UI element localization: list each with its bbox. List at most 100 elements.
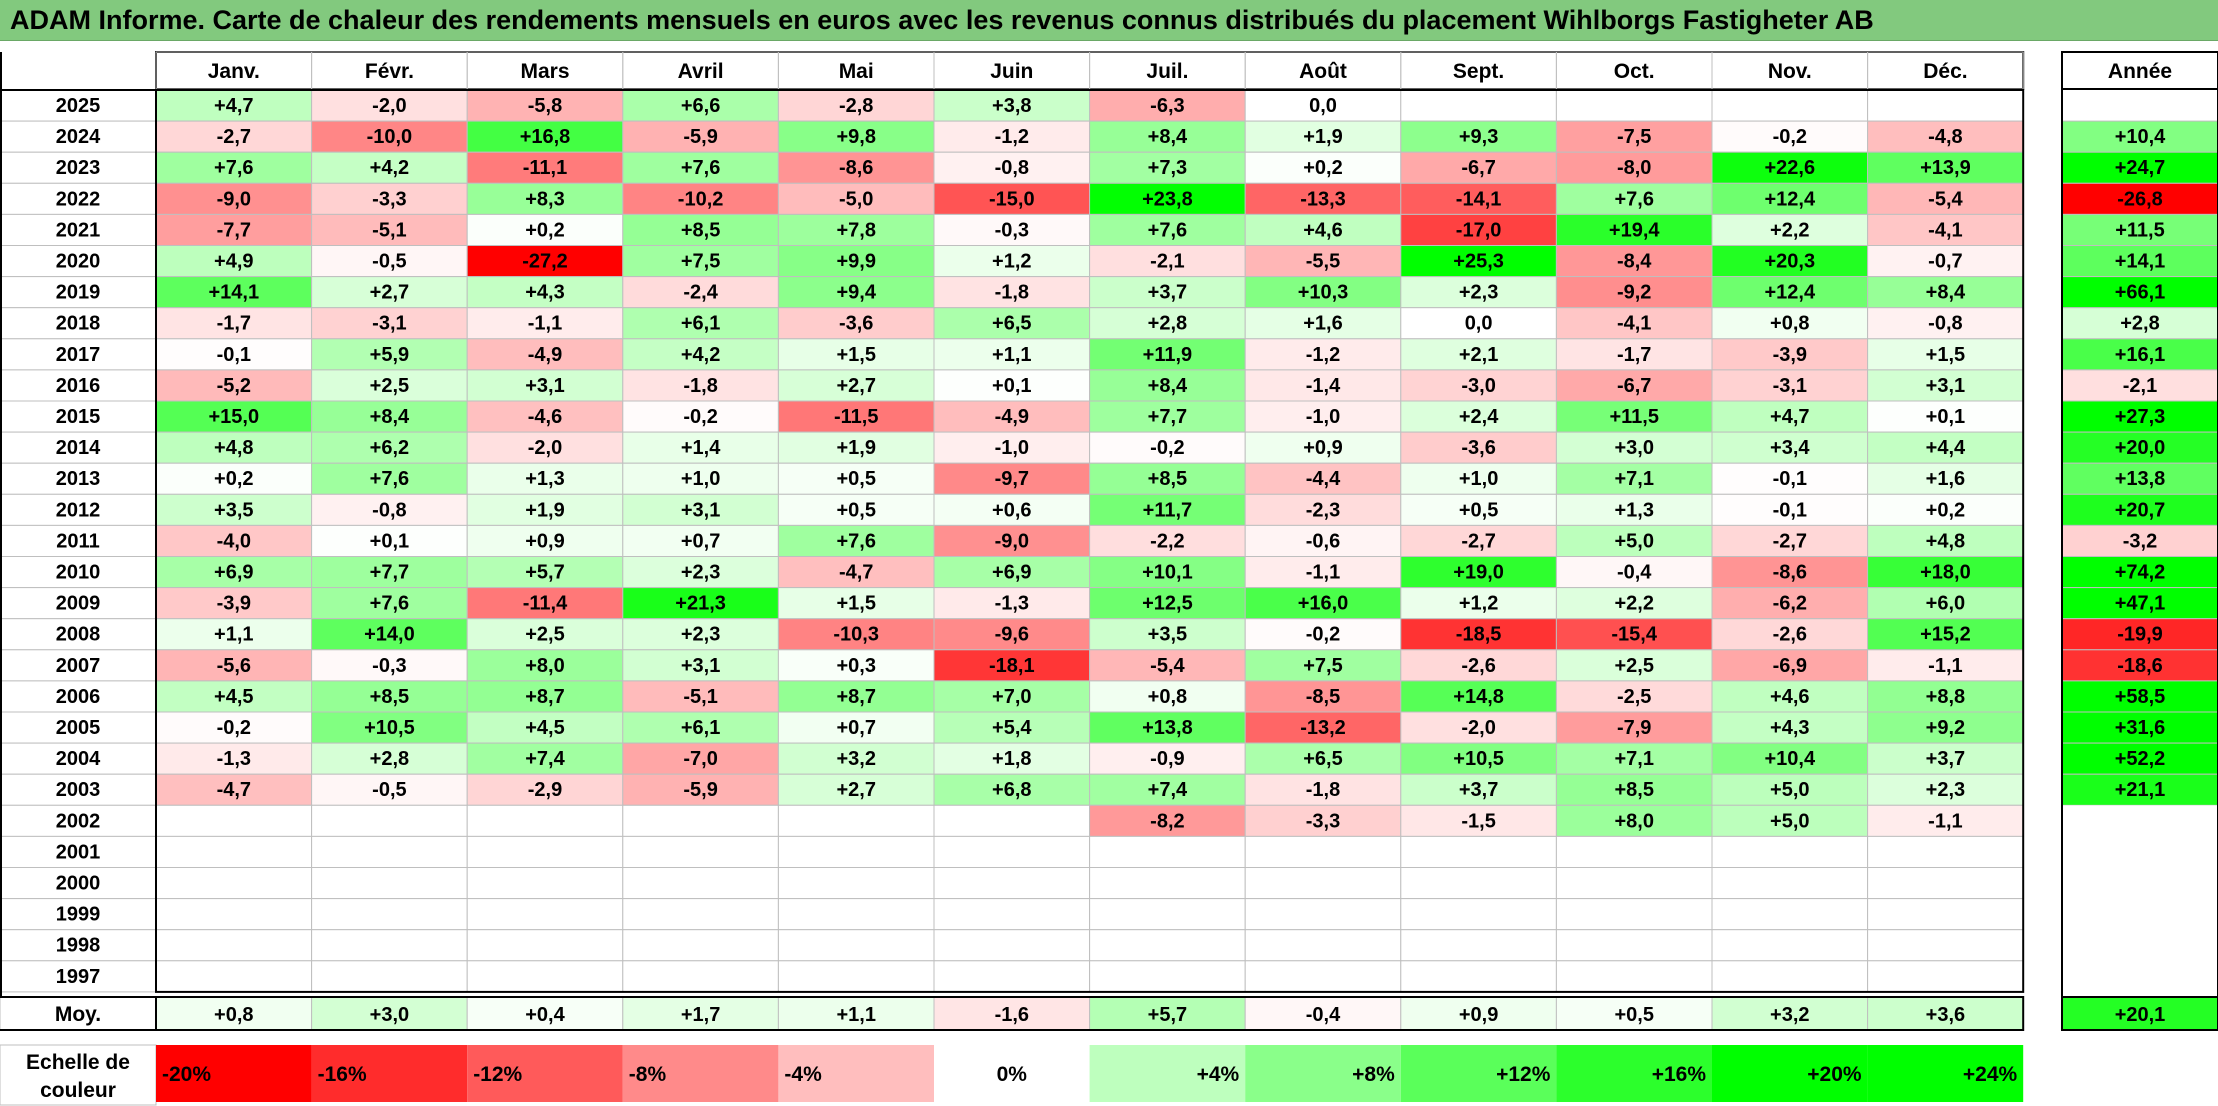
year-label: 2001 [56, 841, 101, 863]
heatmap-value: -5,2 [217, 375, 251, 397]
heatmap-cell [466, 213, 624, 246]
heatmap-value: +6,5 [1303, 748, 1342, 770]
heatmap-value: -15,0 [989, 188, 1035, 210]
heatmap-value: -3,3 [372, 188, 406, 210]
heatmap-cell [466, 867, 624, 900]
heatmap-cell [1867, 929, 2024, 962]
month-header-12: Déc. [1923, 60, 1967, 83]
annual-value: +27,3 [2115, 406, 2166, 428]
heatmap-value: -2,2 [1150, 530, 1184, 552]
heatmap-cell [622, 493, 779, 526]
heatmap-cell [1711, 835, 1869, 869]
heatmap-cell [1400, 618, 1557, 651]
heatmap-value: -0,3 [372, 655, 406, 677]
heatmap-value: +1,0 [681, 468, 720, 490]
scale-swatch [778, 1045, 934, 1102]
annual-value: +24,7 [2115, 157, 2166, 179]
heatmap-cell [622, 120, 779, 153]
heatmap-cell [1244, 338, 1402, 371]
heatmap-value: +1,4 [681, 437, 721, 459]
heatmap-value: +14,1 [208, 282, 259, 304]
heatmap-value: -5,6 [217, 655, 251, 677]
heatmap-cell [1867, 151, 2024, 184]
heatmap-cell [1244, 898, 1402, 931]
heatmap-value: +0,1 [370, 530, 409, 552]
heatmap-cell [622, 960, 779, 993]
heatmap-value: +3,1 [681, 655, 720, 677]
average-value: +0,4 [525, 1004, 565, 1026]
title-bar: ADAM Informe. Carte de chaleur des rende… [0, 0, 2218, 41]
heatmap-value: -2,3 [1306, 499, 1340, 521]
heatmap-cell [777, 742, 935, 775]
heatmap-value: +3,2 [836, 748, 875, 770]
heatmap-cell [933, 462, 1091, 495]
average-value: -0,4 [1306, 1004, 1341, 1026]
heatmap-value: +0,2 [1926, 499, 1965, 521]
heatmap-value: +0,5 [1459, 499, 1498, 521]
heatmap-cell [311, 960, 468, 993]
heatmap-cell [1711, 400, 1869, 433]
heatmap-value: +2,3 [1459, 282, 1498, 304]
heatmap-value: +7,5 [681, 251, 720, 273]
heatmap-cell [1400, 587, 1557, 620]
average-row-frame [155, 996, 2025, 1031]
heatmap-value: -4,1 [1617, 313, 1651, 335]
heatmap-value: -2,0 [1461, 717, 1495, 739]
average-value: +0,9 [1459, 1004, 1498, 1026]
heatmap-value: -0,2 [1150, 437, 1184, 459]
heatmap-value: +10,5 [1453, 748, 1504, 770]
heatmap-cell [1555, 369, 1713, 402]
heatmap-value: -2,9 [528, 779, 562, 801]
heatmap-cell [777, 213, 935, 246]
heatmap-cell [1555, 742, 1713, 775]
heatmap-value: -14,1 [1456, 188, 1502, 210]
heatmap-cell [777, 400, 935, 433]
annual-value: +14,1 [2115, 251, 2166, 273]
heatmap-cell [777, 929, 935, 962]
annual-cell [2061, 431, 2218, 464]
scale-step-label: -8% [629, 1063, 667, 1086]
annual-value: +47,1 [2115, 593, 2166, 615]
heatmap-value: -10,3 [833, 624, 879, 646]
annual-cell [2061, 711, 2218, 744]
heatmap-cell [155, 929, 313, 962]
heatmap-cell [1711, 742, 1869, 775]
heatmap-cell [1711, 680, 1869, 713]
year-label: 2010 [56, 562, 101, 584]
heatmap-value: +8,5 [681, 219, 720, 241]
heatmap-cell [155, 245, 313, 278]
heatmap-cell [311, 929, 468, 962]
month-header-2: Févr. [365, 60, 414, 83]
heatmap-cell [1244, 213, 1402, 246]
heatmap-value: +10,3 [1298, 282, 1349, 304]
heatmap-value: -4,9 [995, 406, 1029, 428]
heatmap-value: -2,0 [372, 95, 406, 117]
heatmap-value: -17,0 [1456, 219, 1502, 241]
annual-cell [2062, 898, 2218, 930]
average-value: +0,8 [214, 1004, 253, 1026]
heatmap-value: +7,1 [1614, 468, 1653, 490]
heatmap-value: +4,6 [1770, 686, 1809, 708]
heatmap-cell [311, 711, 468, 744]
heatmap-value: +7,6 [370, 468, 409, 490]
heatmap-cell [1400, 649, 1557, 682]
scale-swatch [467, 1045, 623, 1102]
heatmap-cell [622, 338, 779, 371]
heatmap-value: +3,7 [1926, 748, 1965, 770]
heatmap-cell [1711, 711, 1869, 744]
scale-swatch [622, 1045, 779, 1102]
heatmap-value: -5,5 [1306, 251, 1340, 273]
heatmap-value: +8,5 [370, 686, 409, 708]
heatmap-cell [311, 245, 468, 278]
heatmap-cell [1711, 867, 1869, 900]
heatmap-cell [933, 867, 1091, 900]
heatmap-value: -2,7 [1461, 530, 1495, 552]
heatmap-value: -3,0 [1461, 375, 1495, 397]
heatmap-cell [777, 804, 935, 837]
heatmap-value: -0,5 [372, 251, 406, 273]
heatmap-cell [1555, 89, 1713, 122]
heatmap-cell [777, 556, 935, 589]
heatmap-value: +8,0 [525, 655, 564, 677]
heatmap-value: -0,2 [1306, 624, 1340, 646]
year-total-header: Année [2108, 60, 2172, 83]
